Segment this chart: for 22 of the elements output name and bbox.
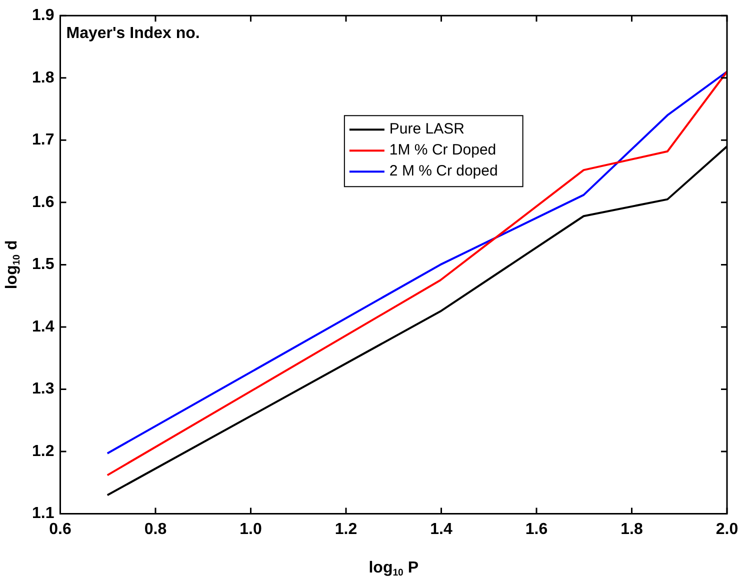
- legend-label: 2 M % Cr doped: [389, 162, 498, 180]
- y-tick-label: 1.5: [32, 256, 54, 274]
- y-tick-label: 1.7: [32, 132, 54, 149]
- y-tick-label: 1.1: [32, 505, 54, 522]
- x-tick-label: 1.0: [240, 520, 262, 538]
- x-tick-label: 0.8: [144, 520, 167, 538]
- x-tick-label: 0.6: [49, 520, 72, 538]
- x-tick-label: 2.0: [716, 520, 738, 538]
- y-tick-label: 1.6: [32, 194, 54, 211]
- annotation: Mayer's Index no.: [66, 25, 200, 42]
- legend-label: 1M % Cr Doped: [389, 142, 496, 159]
- x-tick-label: 1.2: [334, 520, 358, 538]
- y-tick-label: 1.3: [32, 380, 54, 398]
- y-axis-title: log10 d: [3, 240, 22, 290]
- x-tick-label: 1.8: [620, 520, 643, 538]
- y-tick-label: 1.4: [32, 318, 54, 336]
- x-tick-label: 1.4: [430, 520, 452, 538]
- y-tick-label: 1.9: [32, 7, 54, 24]
- y-tick-label: 1.8: [32, 69, 54, 86]
- legend-label: Pure LASR: [389, 120, 465, 138]
- x-tick-label: 1.6: [525, 520, 548, 538]
- y-tick-label: 1.2: [32, 442, 54, 460]
